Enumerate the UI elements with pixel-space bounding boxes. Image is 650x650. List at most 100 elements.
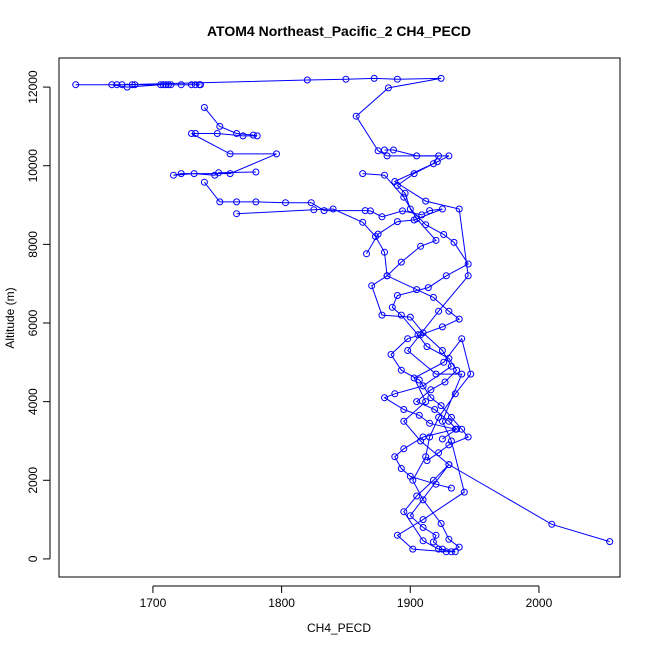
data-point	[397, 258, 405, 266]
data-point	[435, 449, 443, 457]
data-point	[108, 81, 116, 89]
data-point	[406, 313, 414, 321]
data-point	[445, 417, 453, 425]
data-point	[409, 545, 417, 553]
data-point	[453, 425, 461, 433]
x-tick-label: 1700	[140, 596, 167, 610]
data-point	[253, 132, 261, 140]
data-point	[381, 146, 388, 154]
data-point	[226, 170, 234, 178]
data-point	[427, 386, 435, 394]
data-point	[404, 347, 412, 354]
x-tick-label: 1800	[268, 596, 295, 610]
data-point	[406, 472, 414, 480]
x-tick-label: 2000	[526, 596, 553, 610]
data-point	[438, 323, 446, 331]
data-point	[419, 516, 427, 524]
data-point	[445, 307, 453, 315]
data-point	[342, 75, 350, 83]
data-point	[437, 520, 445, 527]
data-point	[426, 207, 434, 215]
data-point	[435, 413, 443, 421]
data-point	[393, 531, 401, 539]
data-point	[419, 524, 427, 531]
data-point	[383, 272, 391, 280]
series-line	[362, 173, 456, 489]
data-point	[191, 81, 199, 89]
data-point	[164, 81, 172, 89]
data-point	[418, 211, 426, 219]
data-point	[391, 390, 399, 398]
series-layer	[72, 74, 614, 556]
data-point	[118, 81, 126, 89]
data-point	[177, 170, 185, 178]
data-point	[368, 282, 376, 290]
data-point	[177, 81, 185, 89]
data-point	[432, 531, 440, 539]
data-point	[435, 152, 443, 160]
plot-area	[58, 57, 621, 578]
data-point	[378, 311, 386, 319]
data-point	[200, 178, 208, 186]
series-6	[381, 146, 472, 443]
data-point	[445, 535, 453, 543]
data-point	[415, 376, 423, 384]
data-point	[239, 132, 247, 140]
data-point	[378, 213, 386, 221]
data-point	[372, 233, 379, 240]
y-tick-label: 6000	[26, 309, 40, 336]
data-point	[413, 492, 421, 500]
data-point	[383, 152, 391, 160]
data-point	[215, 169, 223, 177]
data-point	[422, 221, 430, 229]
data-point	[352, 112, 360, 120]
y-tick-label: 12000	[26, 70, 40, 104]
data-point	[423, 343, 431, 351]
data-point	[460, 488, 468, 496]
data-point	[429, 538, 437, 546]
data-point	[464, 433, 472, 441]
data-point	[195, 81, 203, 89]
data-point	[419, 382, 427, 390]
data-point	[273, 150, 280, 158]
series-3	[200, 178, 446, 258]
data-point	[381, 248, 388, 256]
data-point	[445, 152, 453, 160]
data-point	[359, 218, 367, 226]
data-point	[399, 207, 406, 215]
data-point	[329, 205, 337, 213]
data-point	[429, 293, 437, 301]
data-point	[432, 236, 440, 244]
y-tick-label: 2000	[26, 467, 40, 494]
data-point	[131, 81, 139, 89]
data-point	[384, 84, 392, 92]
data-point	[233, 130, 241, 137]
y-tick-label: 10000	[26, 149, 40, 183]
data-point	[400, 445, 408, 453]
data-point	[406, 205, 414, 213]
data-point	[445, 354, 453, 362]
data-point	[455, 543, 463, 551]
data-point	[406, 512, 414, 520]
data-point	[432, 480, 440, 488]
data-point	[424, 284, 432, 292]
data-point	[451, 548, 459, 556]
data-point	[429, 160, 437, 168]
data-point	[427, 394, 435, 402]
data-point	[426, 419, 434, 427]
data-point	[393, 75, 401, 83]
data-point	[381, 171, 388, 179]
data-point	[397, 465, 405, 472]
data-point	[414, 331, 422, 339]
data-point	[170, 171, 177, 179]
data-point	[445, 441, 453, 449]
series-line	[75, 77, 610, 553]
data-point	[390, 146, 397, 154]
data-point	[455, 205, 463, 213]
data-point	[440, 231, 448, 238]
y-tick-label: 4000	[26, 388, 40, 415]
data-point	[423, 457, 431, 465]
data-point	[400, 508, 408, 516]
data-point	[167, 81, 175, 89]
